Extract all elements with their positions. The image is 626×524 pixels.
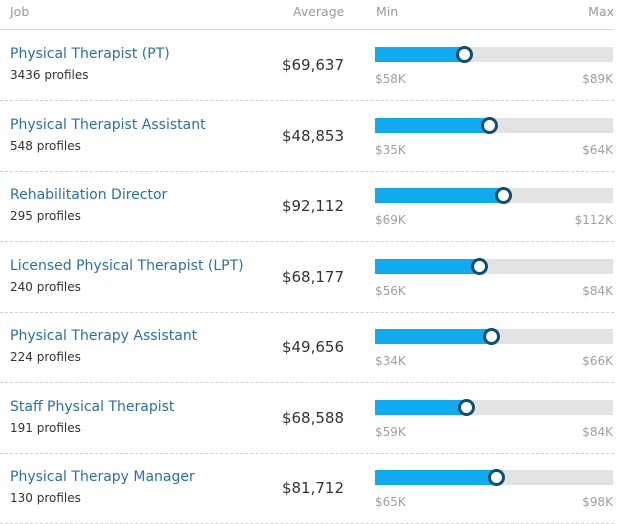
- job-title-link[interactable]: Physical Therapist (PT): [10, 46, 170, 62]
- average-salary: $49,656: [281, 338, 344, 356]
- job-title-link[interactable]: Physical Therapy Assistant: [10, 328, 198, 344]
- min-salary: $65K: [375, 495, 406, 509]
- salary-range-fill: [375, 117, 489, 133]
- salary-range-bar: [375, 398, 613, 416]
- job-row: Rehabilitation Director 295 profiles $92…: [0, 171, 614, 242]
- profile-count: 130 profiles: [10, 491, 81, 505]
- salary-range-fill: [375, 188, 503, 203]
- average-marker: [458, 398, 476, 416]
- max-salary: $112K: [574, 213, 613, 227]
- average-salary: $81,712: [281, 479, 344, 497]
- salary-range-fill: [375, 47, 465, 62]
- average-salary: $69,637: [281, 56, 344, 74]
- salary-range-bar: [375, 187, 613, 204]
- max-salary: $66K: [582, 354, 613, 368]
- profile-count: 240 profiles: [10, 279, 81, 294]
- min-salary: $56K: [375, 283, 406, 298]
- profile-count: 224 profiles: [10, 350, 81, 364]
- salary-range-fill: [375, 470, 496, 485]
- salary-range-bar: [375, 116, 613, 134]
- salary-range-bar: [375, 46, 613, 63]
- salary-range-fill: [375, 329, 492, 344]
- min-salary: $34K: [375, 354, 406, 368]
- job-title-link[interactable]: Staff Physical Therapist: [10, 398, 175, 415]
- average-marker: [483, 328, 501, 345]
- table-header: Job Average Min Max: [0, 0, 614, 30]
- job-row: Physical Therapist Assistant 548 profile…: [0, 101, 614, 172]
- average-marker: [494, 187, 512, 204]
- profile-count: 295 profiles: [10, 209, 81, 223]
- header-average: Average: [293, 4, 345, 19]
- job-title-link[interactable]: Physical Therapist Assistant: [10, 116, 206, 133]
- profile-count: 548 profiles: [10, 138, 81, 153]
- job-row: Staff Physical Therapist 191 profiles $6…: [0, 383, 614, 454]
- job-title-link[interactable]: Licensed Physical Therapist (LPT): [10, 257, 244, 274]
- average-salary: $68,588: [281, 408, 344, 427]
- header-max: Max: [588, 4, 614, 19]
- salary-range-fill: [375, 399, 467, 415]
- job-row: Physical Therapy Assistant 224 profiles …: [0, 312, 614, 383]
- average-salary: $48,853: [281, 126, 344, 145]
- salary-range-bar: [375, 257, 613, 275]
- job-row: Physical Therapy Manager 130 profiles $8…: [0, 453, 614, 524]
- average-marker: [470, 257, 488, 275]
- job-title-link[interactable]: Physical Therapy Manager: [10, 469, 195, 485]
- salary-range-bar: [375, 328, 613, 345]
- profile-count: 3436 profiles: [10, 68, 89, 82]
- max-salary: $89K: [582, 72, 613, 86]
- average-marker: [456, 46, 474, 63]
- max-salary: $84K: [582, 424, 613, 439]
- job-row: Licensed Physical Therapist (LPT) 240 pr…: [0, 242, 614, 313]
- min-salary: $35K: [375, 142, 406, 157]
- average-salary: $68,177: [281, 267, 344, 286]
- max-salary: $64K: [582, 142, 613, 157]
- job-title-link[interactable]: Rehabilitation Director: [10, 187, 168, 203]
- salary-range-bar: [375, 469, 613, 486]
- salary-range-fill: [375, 258, 479, 274]
- average-marker: [480, 116, 498, 134]
- max-salary: $84K: [582, 283, 613, 298]
- max-salary: $98K: [582, 495, 613, 509]
- min-salary: $58K: [375, 72, 406, 86]
- header-job: Job: [10, 4, 30, 19]
- min-salary: $59K: [375, 424, 406, 439]
- min-salary: $69K: [375, 213, 406, 227]
- profile-count: 191 profiles: [10, 420, 81, 435]
- average-salary: $92,112: [281, 197, 344, 215]
- average-marker: [487, 469, 505, 486]
- header-min: Min: [376, 4, 399, 19]
- job-row: Physical Therapist (PT) 3436 profiles $6…: [0, 30, 614, 101]
